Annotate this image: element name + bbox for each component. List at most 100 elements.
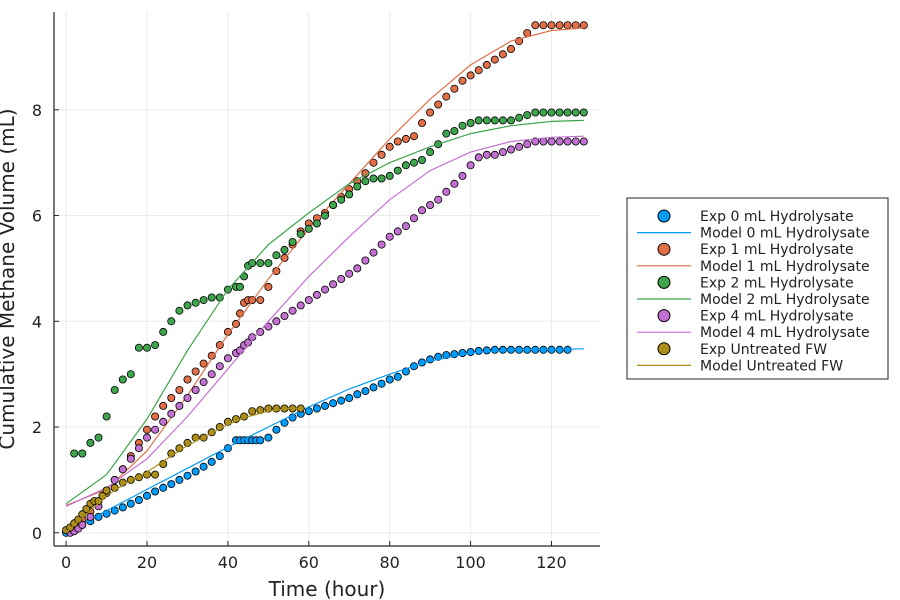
data-point xyxy=(409,158,418,167)
data-point xyxy=(377,240,386,249)
data-point xyxy=(539,21,548,30)
data-point xyxy=(183,375,192,384)
data-point xyxy=(547,108,556,117)
data-point xyxy=(86,512,95,521)
data-point xyxy=(458,171,467,180)
data-point xyxy=(74,515,83,524)
data-point xyxy=(78,449,87,458)
data-point xyxy=(547,21,556,30)
series-3 xyxy=(65,27,584,506)
data-point xyxy=(531,21,540,30)
data-point xyxy=(264,282,273,291)
x-tick-label: 100 xyxy=(455,553,486,572)
data-point xyxy=(102,486,111,495)
x-tick-label: 20 xyxy=(137,553,157,572)
x-tick-label: 0 xyxy=(61,553,71,572)
data-point xyxy=(151,341,160,350)
data-point xyxy=(167,480,176,489)
data-point xyxy=(450,179,459,188)
data-point xyxy=(110,385,119,394)
data-point xyxy=(159,417,168,426)
data-point xyxy=(369,174,378,183)
data-point xyxy=(207,370,216,379)
data-point xyxy=(571,108,580,117)
data-point xyxy=(175,385,184,394)
data-point xyxy=(458,76,467,85)
legend-label: Exp Untreated FW xyxy=(700,342,827,358)
data-point xyxy=(151,425,160,434)
data-point xyxy=(523,140,532,149)
data-point xyxy=(466,119,475,128)
series-line xyxy=(65,407,301,534)
data-point xyxy=(393,137,402,146)
data-point xyxy=(256,259,265,268)
data-point xyxy=(442,129,451,138)
data-point xyxy=(563,137,572,146)
data-point xyxy=(191,467,200,476)
data-point xyxy=(523,111,532,120)
data-point xyxy=(482,116,491,125)
data-point xyxy=(361,256,370,265)
data-point xyxy=(515,113,524,122)
data-point xyxy=(142,491,151,500)
y-tick-label: 0 xyxy=(32,524,42,543)
data-point xyxy=(466,347,475,356)
data-point xyxy=(563,21,572,30)
data-point xyxy=(474,153,483,162)
series-4 xyxy=(70,108,588,458)
data-point xyxy=(320,401,329,410)
data-point xyxy=(385,142,394,151)
data-point xyxy=(199,378,208,387)
series-9 xyxy=(65,407,301,534)
series-line xyxy=(65,348,584,534)
data-point xyxy=(385,375,394,384)
data-point xyxy=(280,311,289,320)
data-point xyxy=(515,142,524,151)
data-point xyxy=(466,71,475,80)
data-point xyxy=(579,137,588,146)
data-point xyxy=(215,452,224,461)
data-point xyxy=(264,433,273,442)
data-point xyxy=(401,161,410,170)
data-point xyxy=(272,251,281,260)
data-point xyxy=(377,150,386,159)
data-point xyxy=(118,465,127,474)
data-point xyxy=(199,462,208,471)
legend-label: Model 1 mL Hydrolysate xyxy=(700,259,870,275)
data-point xyxy=(175,401,184,410)
data-point xyxy=(304,224,313,233)
data-point xyxy=(539,108,548,117)
data-point xyxy=(167,317,176,326)
data-point xyxy=(361,177,370,186)
plot-area xyxy=(62,21,588,537)
data-point xyxy=(288,237,297,246)
data-point xyxy=(442,187,451,196)
data-point xyxy=(280,245,289,254)
x-tick-label: 120 xyxy=(536,553,567,572)
data-point xyxy=(159,401,168,410)
data-point xyxy=(369,158,378,167)
data-point xyxy=(151,487,160,496)
data-point xyxy=(191,367,200,376)
data-point xyxy=(385,171,394,180)
data-point xyxy=(134,444,143,453)
data-point xyxy=(369,248,378,257)
data-point xyxy=(498,116,507,125)
data-point xyxy=(571,21,580,30)
x-tick-label: 60 xyxy=(299,553,319,572)
data-point xyxy=(377,379,386,388)
data-point xyxy=(304,407,313,416)
data-point xyxy=(159,327,168,336)
data-point xyxy=(175,306,184,315)
data-point xyxy=(272,267,281,276)
data-point xyxy=(426,200,435,209)
data-point xyxy=(531,108,540,117)
data-point xyxy=(118,503,127,512)
data-point xyxy=(264,322,273,331)
data-point xyxy=(70,449,79,458)
data-point xyxy=(409,132,418,141)
data-point xyxy=(458,121,467,130)
data-point xyxy=(490,55,499,64)
data-point xyxy=(563,108,572,117)
